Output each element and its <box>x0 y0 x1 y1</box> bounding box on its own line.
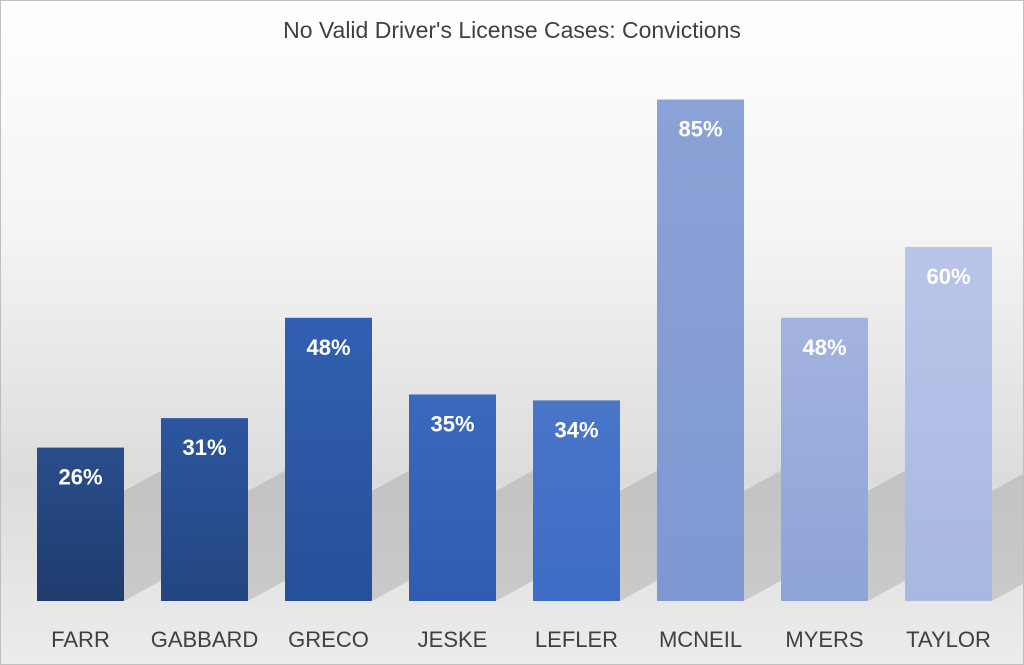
data-label: 48% <box>306 335 350 360</box>
category-label: MYERS <box>785 627 863 652</box>
bar-shadow <box>992 473 1023 601</box>
category-label: JESKE <box>418 627 488 652</box>
bar-lefler <box>533 400 620 601</box>
chart-title: No Valid Driver's License Cases: Convict… <box>283 17 741 43</box>
category-labels: FARR GABBARD GRECO JESKE LEFLER MCNEIL MYERS TA… <box>51 627 991 652</box>
category-label: TAYLOR <box>906 627 991 652</box>
data-label: 60% <box>926 264 970 289</box>
data-labels: 26% 31% 48% 35% 34% 85% 48% 60% <box>58 117 970 490</box>
bars <box>37 99 992 601</box>
bar-shadow <box>744 469 784 601</box>
bar-myers <box>781 317 868 601</box>
category-label: LEFLER <box>535 627 618 652</box>
bar-shadow <box>496 469 536 601</box>
bar-greco <box>285 317 372 601</box>
bar-shadow <box>124 469 164 601</box>
category-label: GABBARD <box>151 627 259 652</box>
bar-shadow <box>620 469 660 601</box>
bar-mcneil <box>657 99 744 601</box>
bar-gabbard <box>161 418 248 601</box>
data-label: 34% <box>554 417 598 442</box>
category-label: FARR <box>51 627 110 652</box>
bar-shadow <box>248 469 288 601</box>
bar-jeske <box>409 394 496 601</box>
data-label: 31% <box>182 435 226 460</box>
bar-shadow <box>868 469 908 601</box>
category-label: MCNEIL <box>659 627 742 652</box>
data-label: 35% <box>430 412 474 437</box>
bar-shadows <box>124 469 1023 601</box>
bar-taylor <box>905 247 992 601</box>
bar-farr <box>37 447 124 601</box>
bar-shadow <box>372 469 412 601</box>
data-label: 85% <box>678 117 722 142</box>
data-label: 48% <box>802 335 846 360</box>
category-label: GRECO <box>288 627 369 652</box>
data-label: 26% <box>58 465 102 490</box>
